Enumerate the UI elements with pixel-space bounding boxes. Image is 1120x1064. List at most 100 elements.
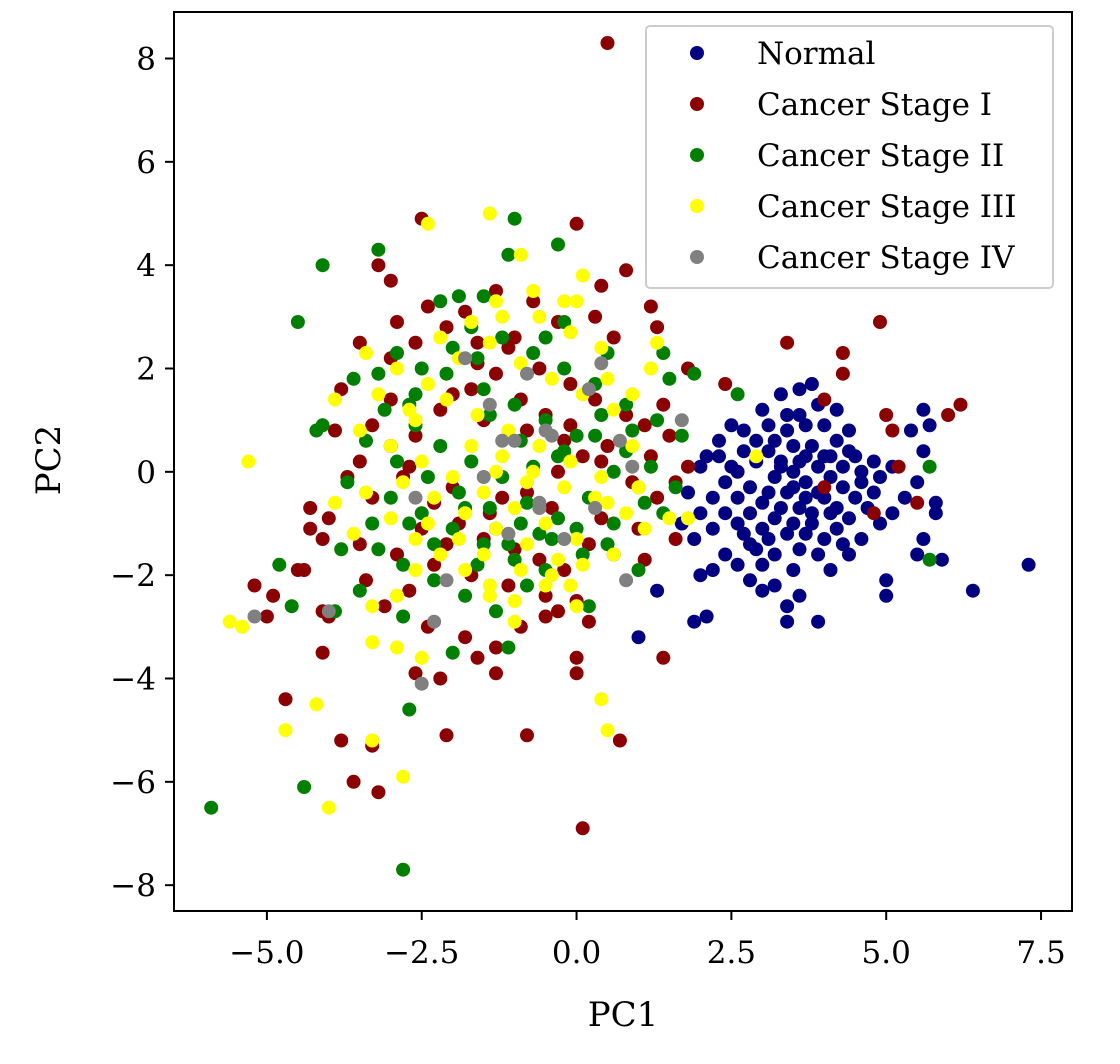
- point-cancer-stage-iv: [495, 433, 510, 448]
- point-normal: [743, 573, 757, 588]
- point-cancer-stage-i: [352, 537, 367, 552]
- point-cancer-stage-iii: [681, 511, 695, 526]
- point-cancer-stage-ii: [532, 526, 547, 541]
- point-normal: [699, 449, 714, 464]
- point-normal: [897, 490, 912, 505]
- point-cancer-stage-i: [581, 614, 596, 629]
- point-normal: [928, 495, 943, 510]
- point-cancer-stage-iii: [544, 568, 559, 583]
- point-cancer-stage-i: [439, 320, 454, 335]
- legend-marker-cancer-stage-iv: [690, 250, 704, 264]
- point-cancer-stage-iii: [420, 516, 435, 531]
- point-cancer-stage-i: [328, 423, 342, 438]
- point-cancer-stage-iii: [507, 501, 522, 515]
- point-cancer-stage-iv: [408, 490, 423, 505]
- point-normal: [922, 418, 937, 433]
- point-normal: [749, 542, 764, 557]
- point-cancer-stage-i: [377, 599, 392, 614]
- point-cancer-stage-iii: [241, 454, 256, 469]
- point-cancer-stage-iii: [482, 206, 497, 221]
- point-cancer-stage-iii: [538, 516, 553, 531]
- y-tick-label: 2: [136, 352, 156, 388]
- point-cancer-stage-ii: [476, 382, 491, 397]
- point-cancer-stage-iii: [346, 526, 361, 541]
- point-cancer-stage-i: [873, 315, 887, 329]
- point-cancer-stage-ii: [513, 516, 528, 531]
- legend-label-normal: Normal: [757, 36, 875, 72]
- point-cancer-stage-ii: [390, 346, 404, 360]
- point-cancer-stage-ii: [482, 501, 497, 515]
- point-cancer-stage-iv: [439, 573, 454, 588]
- point-cancer-stage-i: [817, 480, 832, 495]
- point-cancer-stage-iii: [408, 563, 423, 577]
- point-normal: [693, 568, 708, 583]
- point-cancer-stage-iii: [600, 371, 615, 386]
- point-cancer-stage-i: [383, 392, 398, 407]
- point-cancer-stage-i: [346, 774, 361, 789]
- point-cancer-stage-i: [433, 671, 448, 686]
- point-normal: [773, 459, 788, 474]
- point-normal: [873, 470, 887, 484]
- point-normal: [804, 439, 819, 453]
- legend-label-cancer-stage-iv: Cancer Stage IV: [757, 240, 1015, 276]
- point-cancer-stage-i: [495, 490, 510, 505]
- point-normal: [873, 516, 887, 531]
- point-normal: [854, 532, 869, 546]
- y-tick-label: −6: [110, 765, 156, 801]
- point-cancer-stage-ii: [371, 542, 386, 557]
- point-cancer-stage-iii: [458, 506, 473, 521]
- point-cancer-stage-i: [532, 552, 547, 567]
- point-cancer-stage-i: [334, 733, 349, 748]
- point-cancer-stage-ii: [482, 408, 497, 422]
- point-cancer-stage-ii: [290, 315, 305, 329]
- point-cancer-stage-ii: [538, 330, 553, 345]
- point-cancer-stage-iii: [588, 490, 603, 505]
- point-cancer-stage-i: [458, 304, 473, 319]
- point-cancer-stage-iii: [476, 547, 491, 562]
- point-normal: [934, 552, 949, 567]
- point-cancer-stage-i: [588, 392, 603, 407]
- point-cancer-stage-iii: [563, 325, 578, 340]
- point-normal: [835, 480, 850, 495]
- point-cancer-stage-ii: [526, 346, 541, 360]
- point-cancer-stage-iii: [489, 521, 503, 536]
- point-cancer-stage-i: [910, 495, 925, 510]
- point-cancer-stage-ii: [551, 449, 565, 464]
- point-cancer-stage-i: [390, 547, 404, 562]
- point-normal: [866, 454, 881, 469]
- point-cancer-stage-i: [594, 511, 609, 526]
- point-cancer-stage-i: [408, 428, 423, 443]
- point-normal: [773, 387, 788, 402]
- point-cancer-stage-iii: [495, 449, 510, 464]
- point-cancer-stage-i: [371, 258, 386, 273]
- legend-marker-cancer-stage-i: [690, 97, 704, 111]
- point-cancer-stage-iii: [569, 294, 584, 309]
- point-cancer-stage-iii: [569, 599, 584, 614]
- point-normal: [736, 526, 751, 541]
- point-cancer-stage-iii: [538, 578, 553, 593]
- point-cancer-stage-iv: [507, 433, 522, 448]
- point-cancer-stage-iii: [625, 387, 640, 402]
- x-tick-label: 7.5: [1016, 935, 1065, 971]
- point-cancer-stage-i: [402, 459, 417, 474]
- point-cancer-stage-i: [390, 315, 404, 329]
- point-cancer-stage-i: [290, 563, 305, 577]
- point-cancer-stage-i: [520, 485, 534, 500]
- point-normal: [916, 444, 931, 459]
- point-cancer-stage-ii: [427, 537, 442, 552]
- x-axis-title: PC1: [588, 995, 659, 1035]
- point-cancer-stage-ii: [625, 423, 640, 438]
- point-normal: [780, 408, 795, 422]
- y-axis-title: PC2: [29, 425, 69, 496]
- point-cancer-stage-iv: [557, 532, 572, 546]
- point-cancer-stage-ii: [433, 439, 448, 453]
- point-cancer-stage-iii: [328, 495, 342, 510]
- point-cancer-stage-ii: [352, 583, 367, 598]
- point-normal: [792, 454, 807, 469]
- point-normal: [804, 377, 819, 391]
- point-cancer-stage-iv: [247, 609, 262, 624]
- point-cancer-stage-ii: [402, 702, 417, 717]
- point-cancer-stage-iii: [359, 346, 373, 360]
- point-cancer-stage-i: [891, 459, 906, 474]
- point-cancer-stage-iii: [513, 247, 528, 262]
